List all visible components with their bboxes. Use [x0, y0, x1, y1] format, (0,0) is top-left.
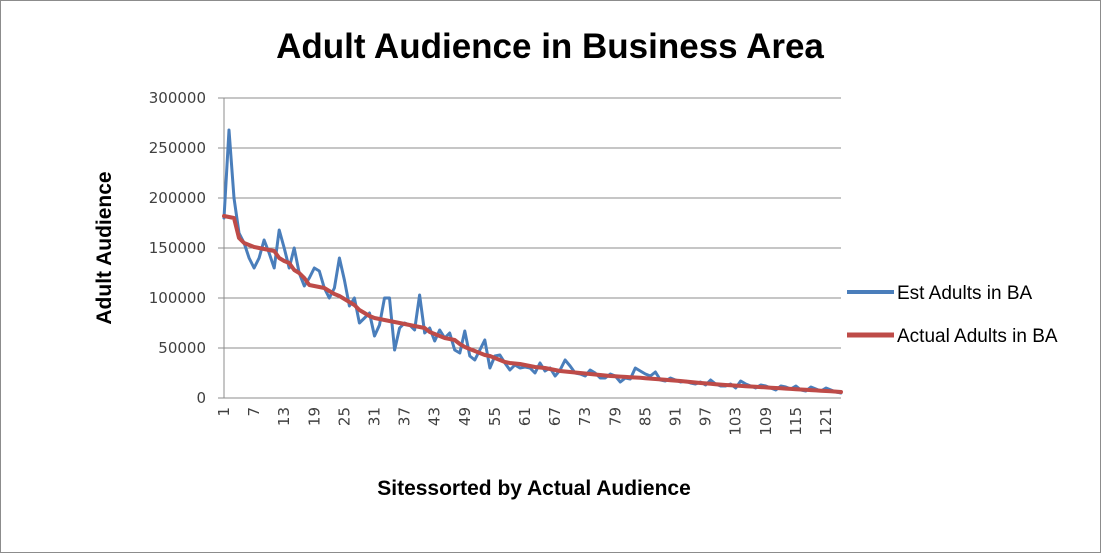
x-tick-label: 43	[426, 407, 444, 426]
y-tick-label: 50000	[158, 339, 206, 357]
y-tick-label: 200000	[149, 189, 206, 207]
x-tick-label: 37	[396, 407, 414, 426]
legend-label-actual-adults: Actual Adults in BA	[897, 326, 1058, 347]
x-tick-label: 85	[636, 407, 654, 426]
y-tick-label: 150000	[149, 239, 206, 257]
x-tick-label: 61	[516, 407, 534, 426]
y-tick-label: 0	[196, 389, 206, 407]
y-tick-label: 250000	[149, 139, 206, 157]
gridlines	[218, 97, 841, 399]
x-tick-label: 7	[245, 407, 263, 417]
series-line-est-adults	[222, 128, 843, 395]
x-tick-label: 25	[335, 407, 353, 426]
x-tick-label: 67	[546, 407, 564, 426]
x-tick-label: 1	[215, 407, 233, 417]
y-tick-label: 100000	[149, 289, 206, 307]
x-tick-label: 49	[456, 407, 474, 426]
x-axis-label: Sitessorted by Actual Audience	[377, 477, 691, 500]
x-axis-ticks: 1 7 13 19 25 31 37 43 49 55 61 67 73 79 85 91 97 103 109 11…	[215, 407, 835, 436]
x-tick-label: 97	[697, 407, 715, 426]
x-tick-label: 121	[817, 407, 835, 436]
x-tick-label: 79	[606, 407, 624, 426]
x-tick-label: 91	[666, 407, 684, 426]
chart-title: Adult Audience in Business Area	[276, 27, 824, 66]
x-tick-label: 55	[486, 407, 504, 426]
x-tick-label: 109	[757, 407, 775, 436]
x-tick-label: 103	[727, 407, 745, 436]
x-tick-label: 31	[365, 407, 383, 426]
series-lines	[222, 128, 843, 395]
legend-label-est-adults: Est Adults in BA	[897, 283, 1033, 304]
y-axis-ticks: 0 50000 100000 150000 200000 250000 300000	[149, 89, 206, 407]
x-tick-label: 19	[305, 407, 323, 426]
x-tick-label: 73	[576, 407, 594, 426]
y-axis-label: Adult Audience	[93, 171, 116, 324]
series-line-actual-adults	[222, 214, 843, 394]
x-tick-label: 13	[275, 407, 293, 426]
x-tick-label: 115	[787, 407, 805, 436]
y-tick-label: 300000	[149, 89, 206, 107]
legend: Est Adults in BA Actual Adults in BA	[847, 283, 1058, 347]
